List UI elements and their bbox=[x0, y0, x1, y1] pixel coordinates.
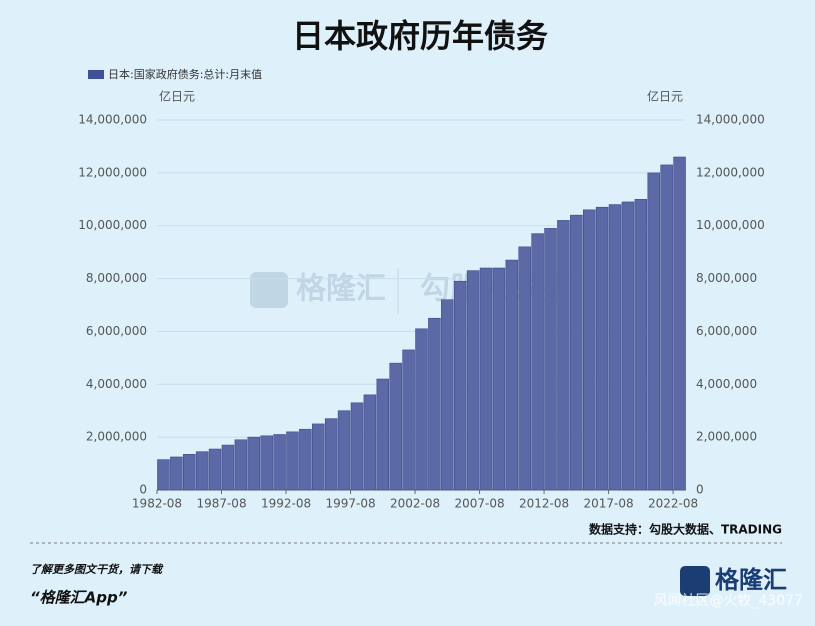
y-tick-label: 10,000,000 bbox=[78, 218, 147, 232]
bar bbox=[544, 228, 557, 491]
bar bbox=[221, 444, 235, 491]
bar bbox=[428, 317, 441, 491]
watermark: 风闻社区@火牧_43077 bbox=[653, 593, 803, 609]
y2-tick-label: 4,000,000 bbox=[696, 377, 757, 391]
y2-tick-label: 0 bbox=[696, 483, 704, 497]
legend-swatch bbox=[88, 70, 104, 79]
bar bbox=[337, 410, 351, 491]
bar bbox=[324, 418, 338, 491]
bar bbox=[557, 220, 570, 491]
bar bbox=[157, 459, 170, 491]
x-tick-label: 2007-08 bbox=[454, 497, 504, 511]
bar bbox=[479, 267, 493, 491]
bar bbox=[350, 402, 364, 491]
x-tick-label: 2022-08 bbox=[648, 497, 698, 511]
bar bbox=[518, 246, 531, 491]
x-tick-label: 1992-08 bbox=[261, 497, 311, 511]
x-tick-label: 1987-08 bbox=[196, 497, 246, 511]
x-tick-label: 2017-08 bbox=[584, 497, 634, 511]
y2-tick-label: 12,000,000 bbox=[696, 165, 765, 179]
chart-title: 日本政府历年债务 bbox=[292, 17, 548, 55]
bar bbox=[389, 362, 402, 491]
bar bbox=[466, 270, 480, 491]
bar bbox=[183, 454, 196, 491]
bar bbox=[505, 259, 519, 491]
bar bbox=[634, 198, 648, 491]
bar bbox=[492, 267, 506, 491]
footer-app: “格隆汇App” bbox=[30, 589, 128, 607]
logo-text: 格隆汇 bbox=[715, 566, 787, 594]
y-tick-label: 8,000,000 bbox=[86, 271, 147, 285]
bar bbox=[608, 204, 622, 491]
bar bbox=[453, 280, 467, 491]
bar bbox=[234, 439, 248, 491]
bar bbox=[621, 201, 635, 491]
y-tick-label: 4,000,000 bbox=[86, 377, 147, 391]
y-tick-label: 0 bbox=[139, 483, 147, 497]
bar bbox=[260, 435, 273, 491]
bar bbox=[647, 172, 660, 491]
bar bbox=[582, 209, 596, 491]
bar bbox=[247, 436, 261, 491]
bar bbox=[673, 156, 686, 491]
x-tick-label: 2012-08 bbox=[519, 497, 569, 511]
y-axis-unit: 亿日元 bbox=[159, 89, 195, 104]
y2-tick-label: 2,000,000 bbox=[696, 430, 757, 444]
watermark-text: 格隆汇 bbox=[296, 272, 386, 307]
bar bbox=[376, 378, 390, 491]
y2-tick-label: 10,000,000 bbox=[696, 218, 765, 232]
y2-tick-label: 6,000,000 bbox=[696, 324, 757, 338]
y-tick-label: 6,000,000 bbox=[86, 324, 147, 338]
y-tick-label: 14,000,000 bbox=[78, 113, 147, 127]
y2-tick-label: 14,000,000 bbox=[696, 113, 765, 127]
bar bbox=[273, 434, 286, 491]
bar bbox=[312, 423, 325, 491]
bar bbox=[531, 233, 544, 491]
y-tick-label: 2,000,000 bbox=[86, 430, 147, 444]
x-tick-label: 1997-08 bbox=[325, 497, 375, 511]
legend-label: 日本:国家政府债务:总计:月末值 bbox=[108, 67, 262, 81]
bar bbox=[299, 428, 312, 491]
bar bbox=[402, 349, 415, 491]
y-tick-label: 12,000,000 bbox=[78, 165, 147, 179]
logo-icon bbox=[680, 566, 710, 596]
y2-tick-label: 8,000,000 bbox=[696, 271, 757, 285]
bar bbox=[441, 299, 454, 491]
x-tick-label: 2002-08 bbox=[390, 497, 440, 511]
bar bbox=[660, 164, 673, 491]
bar bbox=[363, 394, 377, 491]
x-tick-label: 1982-08 bbox=[132, 497, 182, 511]
bar bbox=[286, 431, 299, 491]
bar bbox=[595, 206, 609, 491]
y2-axis-unit: 亿日元 bbox=[647, 89, 683, 104]
watermark-icon bbox=[250, 272, 288, 308]
source: 数据支持：勾股大数据、TRADING bbox=[589, 522, 782, 537]
bar bbox=[415, 328, 428, 491]
bar bbox=[208, 448, 222, 491]
bar bbox=[170, 456, 183, 491]
bar bbox=[570, 214, 583, 491]
footer-prompt: 了解更多图文干货，请下载 bbox=[30, 563, 164, 576]
bar bbox=[195, 451, 209, 491]
